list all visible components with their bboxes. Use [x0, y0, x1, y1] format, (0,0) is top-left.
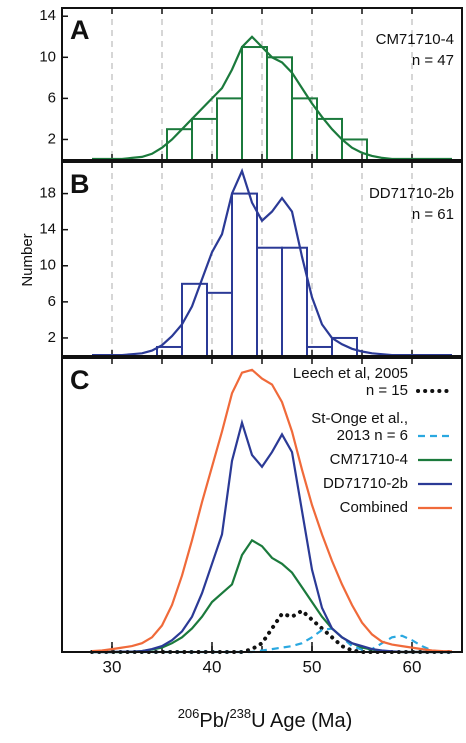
annotation: n = 61 [412, 206, 454, 223]
x-tick-label: 50 [303, 657, 322, 676]
bar [291, 97, 318, 161]
panel-frame [61, 161, 463, 357]
x-axis-label: 206Pb/238U Age (Ma) [178, 706, 353, 732]
bar [156, 345, 183, 358]
x-tick-label: 40 [203, 657, 222, 676]
panel-frame [61, 7, 463, 161]
x-tick-label: 60 [403, 657, 422, 676]
legend-label: 2013 n = 6 [337, 427, 408, 444]
bar [166, 128, 193, 162]
y-tick-label: 10 [39, 257, 56, 274]
y-axis-label: Number [19, 233, 36, 286]
bar [266, 56, 293, 162]
annotation: CM71710-4 [376, 31, 454, 48]
density-curve [92, 538, 452, 654]
bar [241, 46, 268, 162]
annotation: n = 47 [412, 52, 454, 69]
panel-label: C [70, 365, 90, 395]
panel-label: A [70, 15, 90, 45]
sup: 206 [178, 706, 200, 721]
y-tick-label: 6 [48, 293, 56, 310]
legend-label: Leech et al, 2005 [293, 365, 408, 382]
y-tick-label: 6 [48, 89, 56, 106]
density-curve [92, 35, 452, 161]
legend-label: n = 15 [366, 382, 408, 399]
density-curve [91, 368, 453, 653]
sup: 238 [229, 706, 251, 721]
y-tick-label: 14 [39, 7, 56, 24]
panel-label: B [70, 169, 90, 199]
bar [231, 192, 258, 357]
bar [191, 117, 218, 162]
legend-label: Combined [340, 499, 408, 516]
legend-label: CM71710-4 [330, 451, 408, 468]
text: Pb/ [199, 710, 229, 732]
y-tick-label: 2 [48, 130, 56, 147]
y-tick-label: 14 [39, 221, 56, 238]
y-tick-label: 10 [39, 48, 56, 65]
y-tick-label: 18 [39, 185, 56, 202]
legend-label: DD71710-2b [323, 475, 408, 492]
bar [306, 345, 333, 358]
bar [216, 97, 243, 161]
bar [206, 291, 233, 358]
annotation: DD71710-2b [369, 185, 454, 202]
legend-label: St-Onge et al., [311, 410, 408, 427]
bar [256, 246, 283, 357]
y-tick-label: 2 [48, 329, 56, 346]
text: U Age (Ma) [251, 710, 352, 732]
panel-frame [61, 357, 463, 653]
x-tick-label: 30 [103, 657, 122, 676]
